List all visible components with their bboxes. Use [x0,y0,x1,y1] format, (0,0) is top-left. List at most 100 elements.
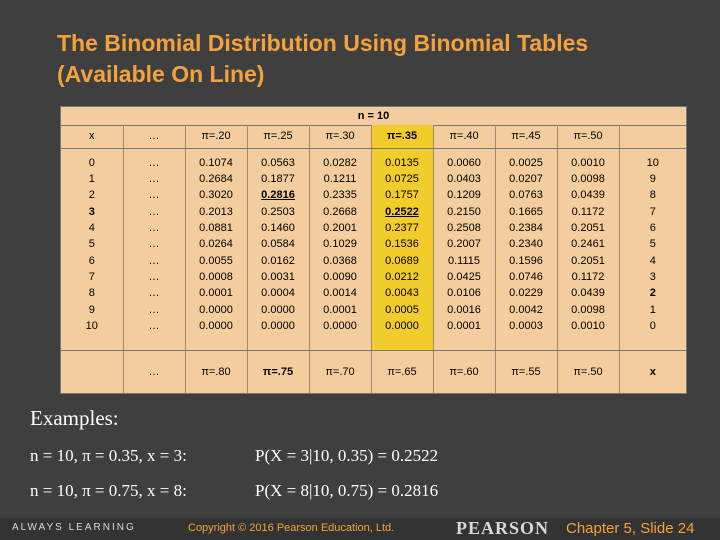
prob-column-35: 0.0135 0.0725 0.1757 0.2522 0.2377 0.1536 0.06… [371,148,434,352]
table-cell: 0.1074 [199,156,233,169]
footer-cell [61,350,124,393]
table-cell: 0.2668 [323,205,357,218]
table-cell: 0.1460 [261,222,295,235]
header-cell: π=.50 [557,125,620,149]
x-values: 0 1 2 3 4 5 6 7 8 9 10 [61,155,123,334]
table-cell: 2 [88,189,95,202]
table-cell: 0.2503 [261,205,295,218]
table-cell: … [148,173,160,186]
footer-cell: π=.55 [495,350,558,393]
table-cell: 0.0005 [385,303,419,316]
example-lhs: n = 10, π = 0.75, x = 8: [30,481,187,500]
ellipsis-column: …………………………… [123,148,186,352]
table-cell: 1 [88,173,95,186]
table-cell: 0.0001 [323,303,357,316]
table-cell: 0.0763 [509,189,543,202]
table-cell: 6 [649,222,656,235]
table-cell: … [148,222,160,235]
table-cell: 5 [88,238,95,251]
footer-cell: π=.65 [371,350,434,393]
table-cell: 0.0004 [261,287,295,300]
table-cell: 0.0055 [199,254,233,267]
footer-cell: π=.60 [433,350,496,393]
table-cell: … [148,238,160,251]
table-cell: 0.0162 [261,254,295,267]
table-cell: 0.2384 [509,222,543,235]
prob-column-20: 0.1074 0.2684 0.3020 0.2013 0.0881 0.0264 0.00… [185,148,248,352]
footer-cell: π=.80 [185,350,248,393]
table-cell: 0.2051 [571,222,605,235]
table-cell: 0.0025 [509,156,543,169]
table-cell: 0.0212 [385,270,419,283]
table-cell: … [148,270,160,283]
table-cell: 0.1211 [323,173,357,186]
copyright-text: Copyright © 2016 Pearson Education, Ltd. [188,522,395,534]
table-cell: 0.0689 [385,254,419,267]
ellipsis-values: …………………………… [124,155,185,334]
table-cell: 0.0000 [261,303,295,316]
example-row: n = 10, π = 0.35, x = 3: P(X = 3|10, 0.3… [30,446,438,466]
table-cell: 0.1665 [509,205,543,218]
footer-cell: π=.50 [557,350,620,393]
table-cell: 0.0016 [447,303,481,316]
table-cell: 0.2522 [385,205,419,218]
table-cell: 0.2150 [447,205,481,218]
table-cell: … [148,287,160,300]
table-cell: 10 [646,156,659,169]
table-cell: 4 [88,222,95,235]
slide-footer: ALWAYS LEARNING Copyright © 2016 Pearson… [0,518,720,540]
prob-column-50: 0.0010 0.0098 0.0439 0.1172 0.2051 0.2461 0.20… [557,148,620,352]
table-cell: 0.0008 [199,270,233,283]
table-cell: … [148,319,160,332]
header-cell-highlight: π=.35 [371,125,434,149]
table-header-row: x … π=.20 π=.25 π=.30 π=.35 π=.40 π=.45 … [61,125,686,149]
table-cell: 0.2508 [447,222,481,235]
table-cell: 0.0229 [509,287,543,300]
table-cell: 2 [649,287,656,300]
table-cell: 0.0098 [571,173,605,186]
x-values-right: 10 9 8 7 6 5 4 3 2 1 0 [620,155,687,334]
header-cell: … [123,125,186,149]
table-cell: 9 [649,173,656,186]
table-cell: 0.0746 [509,270,543,283]
table-cell: 0.3020 [199,189,233,202]
table-cell: 0.0725 [385,173,419,186]
table-cell: … [148,156,160,169]
table-body-row: 0 1 2 3 4 5 6 7 8 9 10 …………………………… 0.1074 0.2684 0.3… [61,148,687,352]
prob-values: 0.0563 0.1877 0.2816 0.2503 0.1460 0.0584 0.01… [248,155,309,334]
table-cell: 7 [649,205,656,218]
header-cell: π=.40 [433,125,496,149]
footer-cell: π=.75 [247,350,310,393]
header-cell: x [61,125,124,149]
table-cell: 0.2377 [385,222,419,235]
prob-column-30: 0.0282 0.1211 0.2335 0.2668 0.2001 0.1029 0.03… [309,148,372,352]
table-cell: 0.0010 [571,319,605,332]
table-cell: 0.1877 [261,173,295,186]
example-rhs: P(X = 3|10, 0.35) = 0.2522 [255,446,439,465]
table-cell: 0.1115 [447,254,480,267]
header-cell: π=.20 [185,125,248,149]
x-column: 0 1 2 3 4 5 6 7 8 9 10 [61,148,124,352]
table-cell: … [148,189,160,202]
table-cell: … [148,205,160,218]
table-cell: 0.0282 [323,156,357,169]
table-cell: 0.1209 [447,189,481,202]
table-cell: 5 [649,238,656,251]
table-cell: 0.0031 [261,270,295,283]
brand-tagline: ALWAYS LEARNING [12,522,136,533]
table-cell: 0.0042 [509,303,543,316]
prob-values: 0.0060 0.0403 0.1209 0.2150 0.2508 0.2007 0.11… [434,155,495,334]
table-cell: 0.1536 [385,238,419,251]
table-cell: 0.0563 [261,156,295,169]
prob-values: 0.0282 0.1211 0.2335 0.2668 0.2001 0.1029 0.03… [310,155,371,334]
footer-cell: … [123,350,186,393]
table-cell: 0.1757 [385,189,419,202]
prob-values: 0.1074 0.2684 0.3020 0.2013 0.0881 0.0264 0.00… [186,155,247,334]
table-footer-row: … π=.80 π=.75 π=.70 π=.65 π=.60 π=.55 π=… [61,350,686,393]
table-cell: 0.0584 [261,238,295,251]
table-cell: 0.0425 [447,270,481,283]
table-cell: 3 [649,270,656,283]
table-cell: 0.0264 [199,238,233,251]
footer-cell: π=.70 [309,350,372,393]
table-cell: 0.0003 [509,319,543,332]
